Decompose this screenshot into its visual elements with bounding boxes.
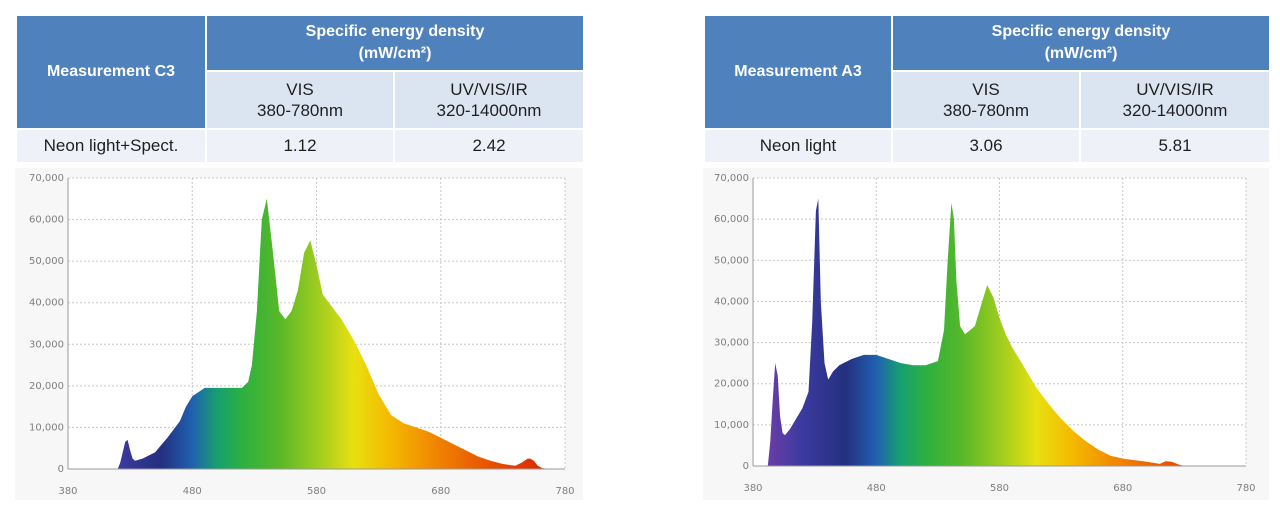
col-uvvisir-range: 320-14000nm (1122, 101, 1228, 120)
y-tick-label: 20,000 (29, 381, 64, 392)
y-tick-label: 60,000 (714, 214, 749, 225)
header-cell: Specific energy density (mW/cm²) (890, 14, 1272, 72)
x-tick-label: 780 (555, 486, 574, 497)
spectrum-chart-a3: 0 10,000 20,000 30,000 40,000 50,000 60,000 70,… (703, 168, 1269, 500)
x-tick-label: 580 (990, 483, 1009, 494)
x-tick-label: 380 (743, 483, 762, 494)
y-tick-label: 20,000 (714, 379, 749, 390)
spectrum-chart-c3: 0 10,000 20,000 30,000 40,000 50,000 60,000 70,… (15, 168, 583, 500)
row-label: Neon light+Spect. (15, 128, 207, 164)
panel-measurement-c3: Measurement C3 Specific energy density (… (15, 14, 586, 500)
header-title: Specific energy density (991, 23, 1171, 40)
row-vis-value: 1.12 (205, 128, 395, 164)
row-uvvisir-value: 5.81 (1078, 128, 1272, 164)
col-vis-name: VIS (286, 80, 314, 99)
y-tick-label: 70,000 (714, 173, 749, 184)
col-vis-header: VIS 380-780nm (891, 70, 1081, 130)
col-uvvisir-header: UV/VIS/IR 320-14000nm (392, 70, 586, 130)
col-uvvisir-header: UV/VIS/IR 320-14000nm (1078, 70, 1272, 130)
panel-measurement-a3: Measurement A3 Specific energy density (… (703, 14, 1272, 500)
col-vis-range: 380-780nm (256, 101, 343, 120)
energy-density-table: Measurement A3 Specific energy density (… (703, 14, 1272, 164)
y-tick-label: 0 (58, 464, 64, 475)
y-tick-label: 50,000 (29, 256, 64, 267)
row-label: Neon light (703, 128, 893, 164)
col-uvvisir-name: UV/VIS/IR (1136, 80, 1214, 99)
y-tick-label: 0 (743, 461, 749, 472)
col-uvvisir-name: UV/VIS/IR (450, 80, 528, 99)
x-tick-label: 680 (1113, 483, 1132, 494)
col-vis-range: 380-780nm (942, 101, 1029, 120)
col-vis-name: VIS (972, 80, 1000, 99)
col-uvvisir-range: 320-14000nm (436, 101, 542, 120)
spectrum-area (117, 198, 553, 470)
spectrum-area (767, 198, 1191, 466)
header-title: Specific energy density (305, 23, 485, 40)
y-tick-label: 70,000 (29, 173, 64, 184)
measurement-label: Measurement C3 (15, 14, 207, 130)
y-tick-label: 10,000 (29, 422, 64, 433)
x-tick-label: 680 (431, 486, 450, 497)
y-tick-label: 30,000 (29, 339, 64, 350)
y-tick-label: 40,000 (29, 298, 64, 309)
y-tick-label: 10,000 (714, 420, 749, 431)
row-uvvisir-value: 2.42 (392, 128, 586, 164)
x-tick-label: 380 (58, 486, 77, 497)
x-tick-label: 780 (1236, 483, 1255, 494)
spectrum-chart-svg: 0 10,000 20,000 30,000 40,000 50,000 60,000 70,… (29, 173, 575, 497)
header-unit: (mW/cm²) (1044, 45, 1118, 62)
spectrum-chart-svg: 0 10,000 20,000 30,000 40,000 50,000 60,000 70,… (714, 173, 1256, 494)
y-tick-label: 60,000 (29, 215, 64, 226)
y-tick-label: 30,000 (714, 338, 749, 349)
x-tick-label: 480 (183, 486, 202, 497)
row-vis-value: 3.06 (891, 128, 1081, 164)
measurement-label: Measurement A3 (703, 14, 893, 130)
x-tick-label: 580 (307, 486, 326, 497)
energy-density-table: Measurement C3 Specific energy density (… (15, 14, 586, 164)
col-vis-header: VIS 380-780nm (205, 70, 395, 130)
header-cell: Specific energy density (mW/cm²) (204, 14, 586, 72)
y-tick-label: 40,000 (714, 296, 749, 307)
y-tick-label: 50,000 (714, 255, 749, 266)
header-unit: (mW/cm²) (358, 45, 432, 62)
x-tick-label: 480 (867, 483, 886, 494)
